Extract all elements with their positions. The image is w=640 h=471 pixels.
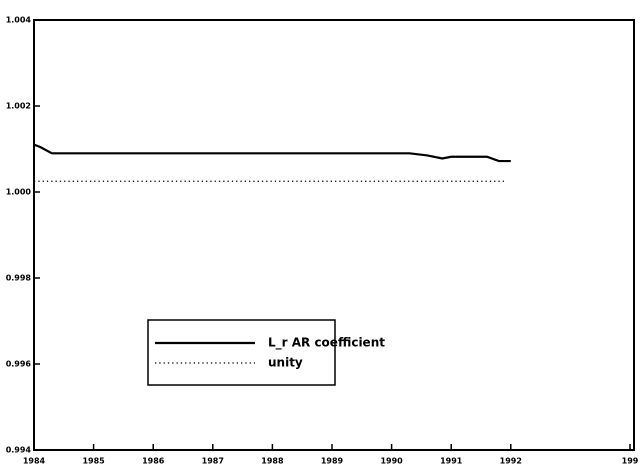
x-tick-label: 1988 bbox=[261, 457, 284, 466]
x-tick-label: 1990 bbox=[380, 457, 403, 466]
x-tick-label: 199 bbox=[622, 457, 639, 466]
x-tick-label: 1989 bbox=[321, 457, 344, 466]
y-tick-label: 1.000 bbox=[6, 188, 32, 197]
line-series bbox=[33, 143, 511, 163]
y-tick-label: 1.004 bbox=[6, 16, 32, 25]
legend-label: L_r AR coefficient bbox=[268, 336, 385, 351]
x-tick-label: 1987 bbox=[202, 457, 224, 466]
y-tick-label: 0.994 bbox=[6, 446, 32, 455]
legend-box bbox=[147, 319, 336, 386]
y-tick-label: 1.002 bbox=[6, 102, 31, 111]
x-tick-label: 1985 bbox=[82, 457, 105, 466]
x-tick-label: 1992 bbox=[500, 457, 522, 466]
y-tick-label: 0.998 bbox=[6, 274, 32, 283]
legend-label: unity bbox=[268, 356, 303, 370]
x-tick-label: 1984 bbox=[23, 457, 46, 466]
x-tick-label: 1986 bbox=[142, 457, 165, 466]
plot-frame bbox=[33, 19, 635, 451]
x-tick-label: 1991 bbox=[440, 457, 463, 466]
y-tick-label: 0.996 bbox=[6, 360, 32, 369]
